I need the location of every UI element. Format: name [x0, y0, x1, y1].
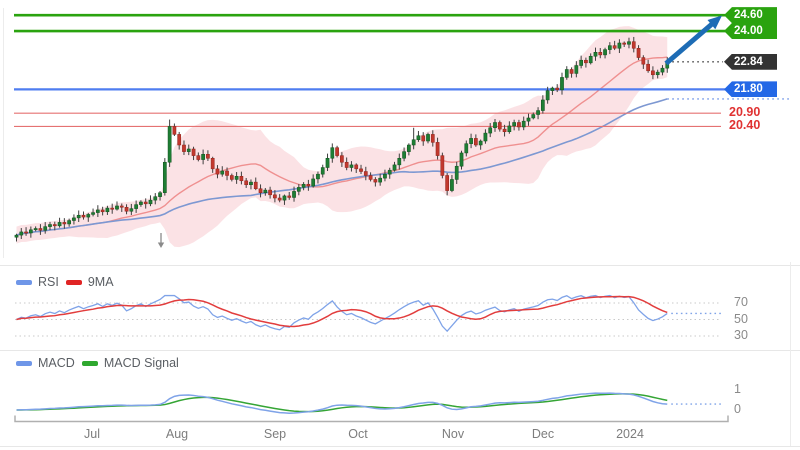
- x-axis-label-dec: Dec: [531, 427, 555, 441]
- x-axis-label-nov: Nov: [441, 427, 465, 441]
- price-level-20-40: 20.40: [729, 118, 761, 133]
- macd-axis-1: 1: [734, 382, 741, 396]
- macd-legend: MACD MACD Signal: [16, 356, 179, 370]
- rsi-series-swatch-icon: [16, 279, 32, 285]
- rsi-axis-50: 50: [734, 312, 748, 326]
- panel-divider: [0, 350, 800, 351]
- chart-right-border: [790, 262, 791, 446]
- panel-divider: [0, 446, 800, 447]
- price-tag-24-60: 24.60: [724, 7, 777, 24]
- x-axis-label-aug: Aug: [165, 427, 189, 441]
- rsi-axis-30: 30: [734, 328, 748, 342]
- macd-legend-item[interactable]: MACD: [16, 356, 75, 370]
- rsi-legend-item[interactable]: RSI: [16, 275, 59, 289]
- rsi-ma-legend-item[interactable]: 9MA: [65, 275, 114, 289]
- macd-signal-legend-item[interactable]: MACD Signal: [81, 356, 179, 370]
- panel-divider: [0, 265, 800, 266]
- macd-legend-label: MACD: [38, 356, 75, 370]
- price-tag-21-80: 21.80: [724, 81, 777, 98]
- macd-axis-0: 0: [734, 402, 741, 416]
- x-axis-label-jul: Jul: [84, 427, 100, 441]
- price-tag-24-00: 24.00: [724, 23, 777, 40]
- rsi-legend: RSI 9MA: [16, 275, 114, 289]
- rsi-ma-swatch-icon: [65, 279, 82, 285]
- macd-series-swatch-icon: [16, 360, 32, 366]
- macd-signal-legend-label: MACD Signal: [103, 356, 179, 370]
- chart-left-border: [3, 8, 4, 258]
- x-axis-label-2024: 2024: [616, 427, 644, 441]
- x-axis-label-sep: Sep: [263, 427, 287, 441]
- macd-signal-swatch-icon: [81, 360, 98, 366]
- price-tag-last-price: 22.84: [724, 53, 777, 70]
- price-level-20-90: 20.90: [729, 105, 761, 120]
- rsi-ma-legend-label: 9MA: [87, 275, 114, 289]
- rsi-axis-70: 70: [734, 295, 748, 309]
- x-axis-label-oct: Oct: [348, 427, 368, 441]
- rsi-legend-label: RSI: [38, 275, 59, 289]
